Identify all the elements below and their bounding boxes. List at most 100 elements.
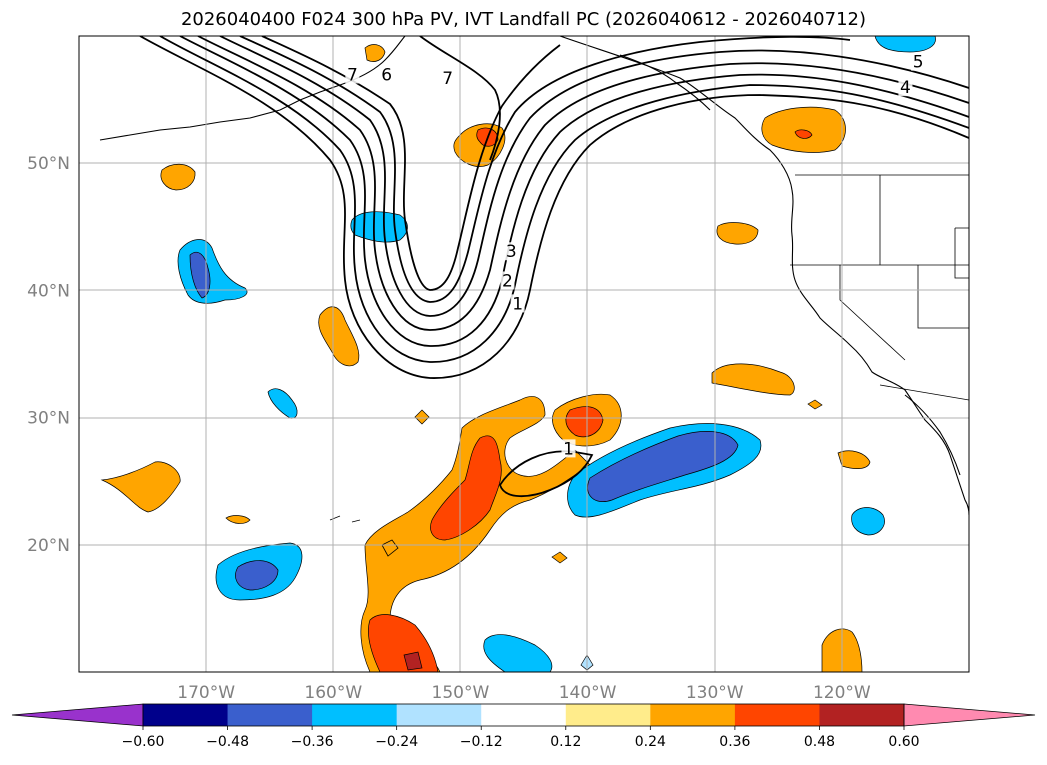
colorbar-tick-label: −0.48 [206,734,249,750]
colorbar-tick-label: −0.24 [375,734,418,750]
colorbar-segment [481,704,567,726]
contour-label-bg [379,65,394,84]
positive-anomaly-49n [160,163,196,191]
positive-anomaly-south [367,614,439,672]
contour-label: 4 [900,78,911,98]
state-border-5 [954,227,969,279]
pv-contour-5 [219,36,969,317]
pv-contour-6 [239,36,851,303]
contour-label-bg [898,78,913,97]
pv-contour-7 [261,36,561,291]
colorbar-tick-label: 0.48 [804,734,835,750]
pv-contour-closed [499,450,594,498]
hawaii-islands [329,515,399,557]
negative-anomaly-40n-core [189,251,211,299]
map-plot-area: 7 7 6 54 3 2 1 1 [79,36,969,672]
positive-anomaly-45n-east [716,222,759,245]
pv-contour-1 [139,36,969,379]
contour-label: 5 [913,53,924,73]
lon-tick-label: 170°W [177,683,235,703]
map-title: 2026040400 F024 300 hPa PV, IVT Landfall… [180,9,867,30]
colorbar-segment [565,704,651,726]
colorbar-segment [143,704,229,726]
positive-anomaly-26n-east [837,450,871,469]
colorbar-tick-label: −0.60 [122,734,165,750]
colorbar-segment [312,704,398,726]
alaska-panhandle [619,54,711,111]
lon-tick-label: 150°W [432,683,490,703]
colorbar-tick-label: −0.36 [291,734,334,750]
negative-anomaly-west-core [235,560,279,591]
contour-label-bg [345,65,360,84]
colorbar-overflow [903,703,1036,727]
positive-anomaly-52n-core [794,129,813,139]
contour-label-bg [500,271,515,290]
pv-contour-4 [197,36,969,331]
lon-tick-label: 130°W [686,683,744,703]
colorbar-segment [396,704,482,726]
contour-labels: 7 7 6 54 3 2 1 1 [345,52,926,459]
negative-anomaly-small-2 [483,634,553,672]
positive-anomaly-small-e [807,399,823,410]
lon-tick-label: 160°W [304,683,362,703]
colorbar-segment [819,704,905,726]
lat-tick-label: 30°N [27,409,70,429]
positive-anomaly-33n [711,363,795,396]
negative-anomaly-small-4 [874,36,936,53]
pv-contour-3 [179,36,969,347]
positive-anomaly-small-d [551,551,568,564]
positive-anomaly-30n-core [565,406,604,438]
contour-label: 3 [506,242,517,262]
us-mexico-border [879,384,969,401]
colorbar-underflow [11,703,144,727]
contour-label-bg [561,439,576,458]
colorbar-segment [227,704,313,726]
lon-tick-label: 120°W [813,683,871,703]
pv-contour-2 [159,36,969,363]
longitude-labels: 170°W 160°W 150°W 140°W 130°W 120°W [177,683,871,703]
positive-anomaly-24n [100,461,181,513]
pv-contours [139,36,969,498]
contour-label: 7 [347,65,358,85]
state-border-4 [839,265,906,361]
state-border-3 [917,265,969,329]
contour-label: 1 [563,439,574,459]
colorbar-tick-label: 0.24 [635,734,666,750]
colorbar-segment [650,704,736,726]
contour-label-bg [911,52,926,71]
pv-contour-8 [419,36,501,161]
positive-anomaly-small-c [414,409,430,425]
map-frame [78,35,970,673]
contour-label: 6 [381,65,392,85]
colorbar: −0.60 −0.48 −0.36 −0.24 −0.12 0.12 0.24 0.36 0.4… [11,703,1036,750]
contour-label-bg [504,242,519,261]
lat-tick-label: 40°N [27,281,70,301]
colorbar-tick-label: 0.60 [888,734,919,750]
aleutian-chain [99,84,341,141]
north-america-coast [559,36,969,516]
positive-anomaly-38n [318,306,360,367]
negative-anomaly-east-core [587,431,739,502]
latitude-labels: 20°N 30°N 40°N 50°N [27,154,70,556]
contour-label: 1 [512,294,523,314]
gridlines [79,36,969,672]
lat-tick-label: 20°N [27,536,70,556]
positive-anomaly-core [430,435,502,541]
contour-label-bg [510,294,525,313]
colorbar-tick-label: 0.36 [719,734,750,750]
positive-anomaly-small-a [364,44,386,62]
positive-anomaly-small-b [225,515,251,524]
contour-label-bg [440,69,455,88]
negative-anomaly-small-1 [267,388,298,419]
lon-tick-label: 140°W [559,683,617,703]
political-borders [329,174,969,557]
colorbar-tick-label: 0.12 [550,734,581,750]
colorbar-tick-label: −0.12 [460,734,503,750]
lat-tick-label: 50°N [27,154,70,174]
baja-coast [904,394,961,476]
colorbar-segment [734,704,820,726]
contour-label: 7 [442,69,453,89]
contour-label: 2 [502,271,513,291]
colorbar-frame [142,703,905,727]
